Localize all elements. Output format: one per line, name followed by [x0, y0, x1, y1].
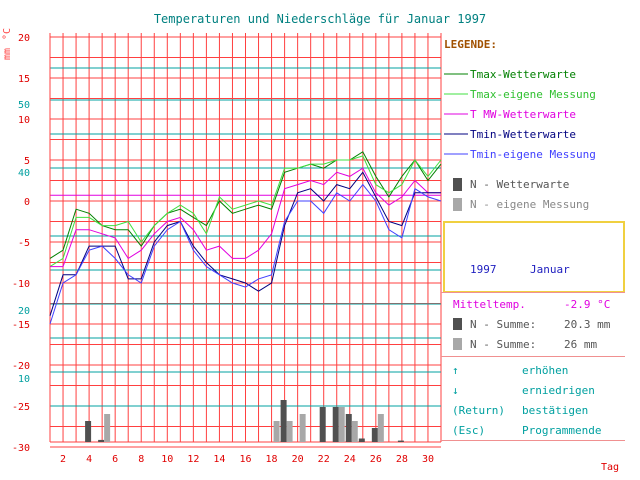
- series-line-tmin-station: [49, 171, 441, 316]
- precip-bar-station: [332, 407, 339, 442]
- x-tick-label: 6: [112, 454, 118, 465]
- x-tick-label: 4: [86, 454, 92, 465]
- x-tick-label: 8: [138, 454, 144, 465]
- decrease-action[interactable]: erniedrigen: [522, 384, 595, 397]
- y-tick-label: -25: [12, 402, 30, 413]
- n-sum-own-value: 26 mm: [564, 338, 598, 351]
- precip-bar-station: [345, 414, 352, 442]
- confirm-action[interactable]: bestätigen: [522, 404, 589, 417]
- legend-tmw-station: T MW-Wetterwarte: [470, 108, 576, 121]
- mean-temp-value: -2.9 °C: [564, 298, 611, 311]
- precip-bar-own: [351, 421, 358, 442]
- x-tick-label: 30: [422, 454, 434, 465]
- return-key[interactable]: (Return): [452, 404, 505, 417]
- separator: [441, 440, 625, 441]
- series-line-tmw-station: [50, 167, 441, 268]
- precip-bar-own: [286, 421, 293, 442]
- precip-bar-own: [377, 414, 384, 442]
- legend-n-station: N - Wetterwarte: [470, 178, 570, 191]
- y-tick-label: 0: [24, 197, 30, 208]
- precip-tick-label: 50: [18, 100, 30, 111]
- precip-bar-own: [104, 414, 111, 442]
- y-tick-label: -10: [12, 279, 30, 290]
- y-tick-label: 10: [18, 115, 30, 126]
- legend-tmin-station: Tmin-Wetterwarte: [470, 128, 576, 141]
- x-tick-label: 18: [266, 454, 278, 465]
- precip-tick-label: 20: [18, 306, 30, 317]
- legend-swatch-n-own: [453, 198, 462, 211]
- increase-action[interactable]: erhöhen: [522, 364, 569, 377]
- precip-bar-own: [273, 421, 280, 442]
- x-axis-label: Tag: [601, 462, 619, 473]
- separator: [441, 292, 625, 293]
- x-tick-label: 14: [213, 454, 225, 465]
- unit-celsius: °C: [2, 28, 13, 40]
- series-line-tmin-own: [49, 183, 442, 325]
- page-title: Temperaturen und Niederschläge für Janua…: [153, 12, 487, 26]
- precip-bar-station: [85, 421, 92, 442]
- x-tick-label: 10: [161, 454, 173, 465]
- y-tick-label: 20: [18, 33, 30, 44]
- legend-n-own: N - eigene Messung: [470, 198, 590, 211]
- y-tick-label: 5: [24, 156, 30, 167]
- legend-heading: LEGENDE:: [444, 38, 497, 51]
- y-tick-label: -20: [12, 361, 30, 372]
- precip-tick-label: 40: [18, 168, 30, 179]
- x-tick-label: 22: [318, 454, 330, 465]
- quit-action[interactable]: Programmende: [522, 424, 602, 437]
- x-tick-label: 26: [370, 454, 382, 465]
- x-tick-label: 20: [292, 454, 304, 465]
- period-year: 1997: [470, 263, 497, 276]
- period-month: Januar: [530, 263, 570, 276]
- series-line-tmax-own: [49, 155, 442, 268]
- series-line-tmax-station: [49, 151, 442, 259]
- precip-bar-station: [98, 439, 105, 442]
- x-tick-label: 24: [344, 454, 356, 465]
- n-station-swatch: [453, 318, 462, 330]
- legend-tmax-station: Tmax-Wetterwarte: [470, 68, 576, 81]
- y-tick-label: 15: [18, 74, 30, 85]
- separator: [441, 356, 625, 357]
- precip-bar-station: [358, 438, 365, 442]
- y-tick-label: -5: [18, 238, 30, 249]
- precip-bar-own: [338, 407, 345, 442]
- legend-swatch-n-station: [453, 178, 462, 191]
- down-key[interactable]: ↓: [452, 384, 459, 397]
- legend-tmin-own: Tmin-eigene Messung: [470, 148, 596, 161]
- n-sum-own-label: N - Summe:: [470, 338, 537, 351]
- precip-bar-station: [371, 428, 378, 442]
- up-key[interactable]: ↑: [452, 364, 459, 377]
- mean-temp-label: Mitteltemp.: [453, 298, 526, 311]
- period-box: [443, 221, 625, 293]
- y-tick-label: -30: [12, 443, 30, 454]
- n-own-swatch: [453, 338, 462, 350]
- precip-tick-label: 10: [18, 374, 30, 385]
- unit-mm: mm: [2, 48, 13, 60]
- x-tick-label: 2: [60, 454, 66, 465]
- n-sum-station-label: N - Summe:: [470, 318, 537, 331]
- precip-bar-own: [299, 414, 306, 442]
- x-tick-label: 16: [239, 454, 251, 465]
- y-tick-label: -15: [12, 320, 30, 331]
- precip-bar-station: [280, 400, 287, 442]
- precip-bar-station: [397, 440, 404, 442]
- x-tick-label: 12: [187, 454, 199, 465]
- legend-tmax-own: Tmax-eigene Messung: [470, 88, 596, 101]
- precip-bar-station: [319, 407, 326, 442]
- x-tick-label: 28: [396, 454, 408, 465]
- n-sum-station-value: 20.3 mm: [564, 318, 611, 331]
- esc-key[interactable]: (Esc): [452, 424, 486, 437]
